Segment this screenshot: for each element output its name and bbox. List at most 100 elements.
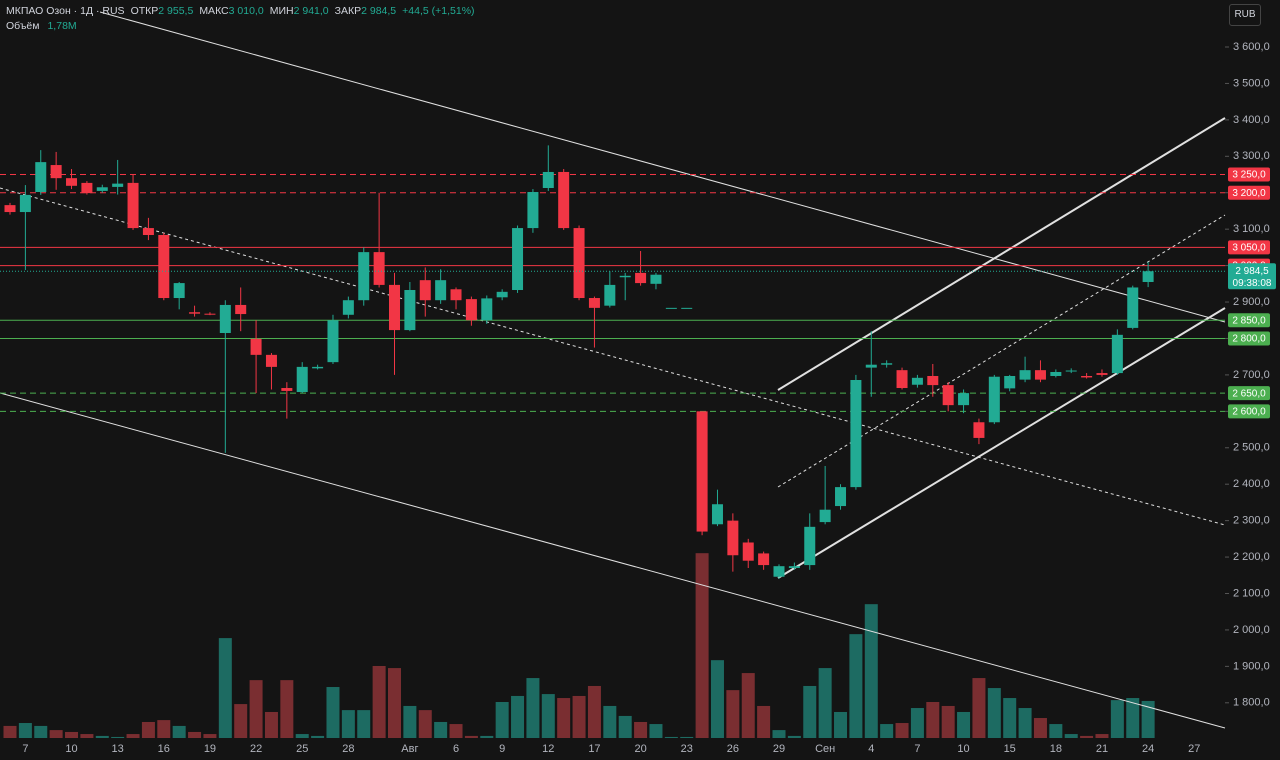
level-label-bg	[1228, 331, 1270, 346]
candle-body	[358, 252, 370, 301]
candle-body	[1081, 375, 1093, 378]
volume-bar	[741, 673, 755, 738]
volume-bar	[1080, 735, 1094, 738]
volume-bar	[111, 736, 125, 738]
candle-body	[296, 366, 308, 393]
x-tick-label: 25	[296, 743, 308, 755]
x-tick-label: 4	[868, 743, 874, 755]
x-tick-label: 28	[342, 743, 354, 755]
candle-body	[681, 307, 693, 309]
candle-body	[850, 380, 862, 488]
volume-bar	[1064, 734, 1078, 738]
volume-bar	[772, 730, 786, 738]
x-tick-label: 10	[65, 743, 77, 755]
candle-body	[773, 566, 785, 577]
candle-body	[204, 313, 216, 315]
level-label: 3 250,0	[1232, 170, 1266, 181]
x-tick-label: 7	[22, 743, 28, 755]
level-label-bg	[1228, 240, 1270, 255]
volume-bar	[418, 710, 432, 738]
candle-body	[127, 182, 139, 229]
candle-body	[512, 228, 524, 291]
candle-body	[942, 385, 954, 406]
candle-body	[635, 272, 647, 284]
candle-body	[558, 171, 570, 229]
last-price-label: 2 984,5	[1235, 266, 1269, 277]
symbol[interactable]: МКПАО Озон · 1Д · RUS	[6, 5, 125, 17]
candle-body	[1019, 370, 1031, 380]
volume-bar	[495, 701, 509, 738]
legend-name: ОТКР	[130, 5, 159, 17]
candle-body	[1142, 271, 1154, 282]
volume-bar	[1141, 700, 1155, 738]
candle-body	[573, 228, 585, 299]
x-tick-label: 13	[112, 743, 124, 755]
legend-name: МИН	[269, 5, 294, 17]
candle-body	[96, 187, 108, 191]
trend-line	[99, 11, 1226, 323]
currency-button[interactable]: RUB	[1229, 4, 1261, 26]
candle-body	[1111, 334, 1123, 374]
y-tick-label: 3 100,0	[1233, 223, 1270, 235]
candle-body	[4, 205, 16, 213]
candle-body	[958, 393, 970, 406]
volume-bar	[280, 680, 294, 738]
level-label-bg	[1228, 386, 1270, 401]
candle-body	[588, 298, 600, 308]
trend-line	[0, 187, 1226, 526]
candles	[4, 145, 1154, 579]
x-tick-label: 18	[1050, 743, 1062, 755]
candle-body	[835, 487, 847, 507]
volume-bar	[910, 708, 924, 738]
volume-bar	[849, 634, 863, 738]
price-axis-bg	[1225, 0, 1280, 760]
x-tick-label: 21	[1096, 743, 1108, 755]
x-tick-label: 20	[634, 743, 646, 755]
candle-body	[250, 338, 262, 355]
candle-body	[711, 504, 723, 525]
volume-bar	[388, 668, 401, 738]
legend: МКПАО Озон · 1Д · RUS ОТКР2 955,5 МАКС3 01…	[6, 4, 481, 34]
volume-bar	[1110, 700, 1124, 738]
candle-body	[219, 304, 231, 334]
volume-bar	[18, 723, 32, 738]
level-label: 2 600,0	[1232, 406, 1266, 417]
volume-bar	[803, 685, 817, 738]
candle-body	[1050, 371, 1062, 376]
volume-bar	[895, 723, 909, 738]
volume-bar	[587, 685, 601, 738]
candle-body	[173, 283, 185, 299]
channel-line	[777, 307, 1226, 579]
x-tick-label: Авг	[401, 743, 418, 755]
y-tick-label: 2 300,0	[1233, 515, 1270, 527]
channel-line	[777, 117, 1226, 391]
candle-body	[404, 290, 416, 331]
candle-body	[788, 566, 800, 568]
volume-bar	[834, 711, 848, 738]
volume-bar	[357, 710, 371, 738]
volume-bar	[141, 721, 155, 738]
legend-value: 3 010,0	[228, 5, 264, 17]
candle-body	[973, 422, 985, 438]
volume-bar	[157, 720, 171, 738]
volume-bar	[295, 734, 309, 738]
candle-body	[450, 289, 462, 301]
candle-body	[819, 509, 831, 523]
y-tick-label: 3 600,0	[1233, 41, 1270, 53]
volume-bar	[372, 665, 386, 738]
volume-bar	[972, 678, 986, 738]
candle-body	[881, 363, 893, 365]
volume-bar	[3, 725, 17, 738]
legend-name: ЗАКР	[334, 5, 362, 17]
volume-bar	[188, 731, 202, 738]
candle-body	[742, 542, 754, 561]
candle-body	[435, 280, 447, 301]
last-price-bg	[1228, 263, 1276, 290]
volume-bar	[434, 721, 448, 738]
x-tick-label: 19	[204, 743, 216, 755]
volume-bar	[680, 736, 694, 738]
candle-body	[312, 366, 324, 369]
y-tick-label: 3 400,0	[1233, 114, 1270, 126]
